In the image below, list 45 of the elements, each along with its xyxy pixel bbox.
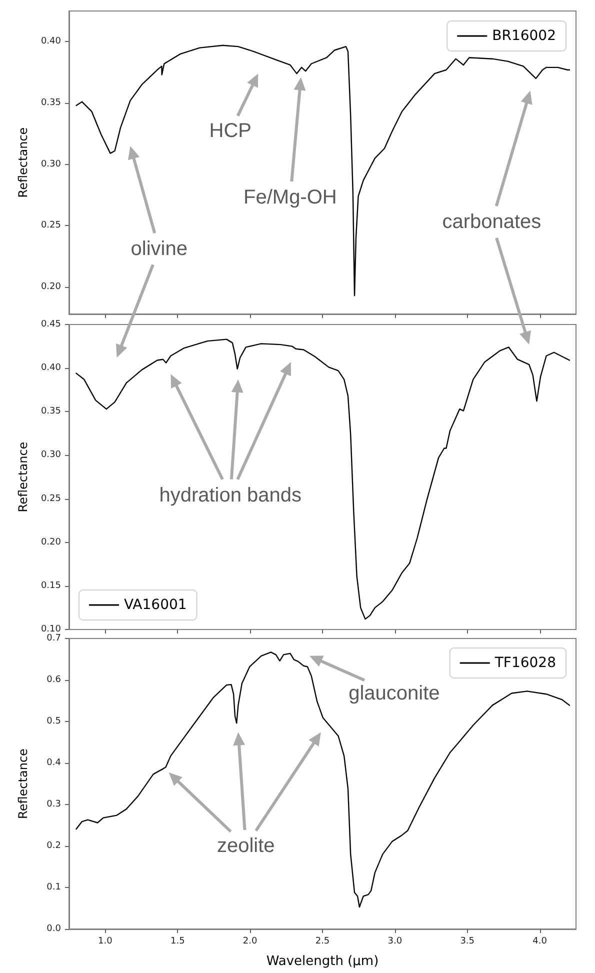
y-tick-label: 0.5 [46,716,61,726]
line-series [76,338,570,620]
x-tick-label: 4.0 [532,936,548,946]
annotation: Fe/Mg-OH [244,186,337,208]
y-tick-label: 0.15 [40,580,61,591]
y-tick-label: 0.1 [46,882,61,892]
x-tick-label: 3.5 [460,936,475,946]
x-tick-label: 2.5 [315,936,330,946]
y-tick-label: 0.3 [46,800,61,810]
y-tick-label: 0.35 [40,406,61,417]
annotation: zeolite [216,835,275,857]
y-tick-label: 0.35 [40,98,61,108]
y-tick-label: 0.30 [40,159,62,170]
y-tick-label: 0.7 [46,634,61,644]
y-tick-label: 0.4 [46,758,62,768]
y-tick-label: 0.2 [46,841,61,851]
x-tick-label: 3.0 [388,936,402,946]
line-series [76,652,570,908]
legend-label: TF16028 [494,655,556,671]
y-axis-title: Reflectance [16,442,30,512]
y-tick-label: 0.20 [40,282,62,292]
y-tick-label: 0.25 [40,494,61,504]
y-tick-label: 0.40 [40,363,62,374]
annotation: hydration bands [159,484,302,506]
y-axis-title: Reflectance [16,748,30,819]
legend-label: VA16001 [124,597,187,613]
annotation: glauconite [348,682,440,704]
y-tick-label: 0.10 [40,624,62,634]
x-axis-title: Wavelength (μm) [266,954,379,969]
y-tick-label: 0.30 [40,450,62,460]
x-tick-label: 1.0 [98,936,113,946]
x-tick-label: 1.5 [170,936,185,946]
y-tick-label: 0.25 [40,220,61,231]
y-tick-label: 0.40 [40,36,62,47]
y-tick-label: 0.0 [46,924,62,934]
line-series [76,44,570,296]
legend-label: BR16002 [492,28,556,44]
y-tick-label: 0.6 [46,675,62,685]
y-axis-title: Reflectance [16,127,30,198]
y-tick-label: 0.45 [40,320,61,330]
x-tick-label: 2.0 [242,936,258,946]
annotation: carbonates [442,210,542,233]
y-tick-label: 0.20 [40,537,62,548]
annotation: HCP [209,120,252,142]
annotation: olivine [130,238,188,260]
